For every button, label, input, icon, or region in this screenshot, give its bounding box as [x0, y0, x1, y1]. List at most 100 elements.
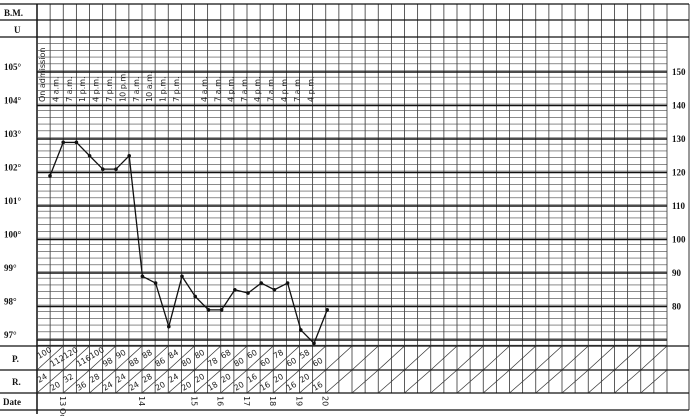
date-label: 13 [58, 396, 67, 406]
resp-value: 20 [298, 372, 311, 385]
pulse-value: 68 [219, 348, 232, 361]
resp-cell-diagonal [299, 369, 326, 394]
resp-cell-diagonal [456, 369, 484, 394]
temperature-point [153, 281, 158, 285]
date-row-label: Date [3, 397, 21, 407]
resp-cell-diagonal [141, 369, 169, 394]
resp-cell-diagonal [378, 369, 405, 394]
time-label: 4 p.m. [92, 76, 101, 102]
pulse-cell-diagonal [430, 345, 458, 371]
pulse-cell-diagonal [246, 345, 274, 371]
resp-row-label: R. [12, 377, 21, 387]
resp-value: 20 [154, 380, 167, 393]
time-label: 7 a.m. [267, 77, 276, 102]
temperature-point [114, 167, 118, 171]
resp-value: 24 [36, 372, 49, 385]
pulse-cell-diagonal [36, 345, 64, 371]
resp-value: 24 [167, 372, 180, 385]
pulse-resp-values: 1001121201161009890888886848080786880606… [36, 345, 325, 392]
resp-value: 16 [246, 372, 259, 385]
pulse-cell-diagonal [456, 345, 484, 371]
pulse-cell-diagonal [483, 345, 510, 371]
right-axis-tick: 100 [672, 235, 686, 245]
pulse-cell-diagonal [141, 345, 169, 371]
resp-value: 20 [219, 372, 232, 385]
pulse-value: 100 [36, 345, 54, 360]
pulse-value: 86 [154, 356, 167, 369]
pulse-value: 60 [246, 348, 259, 361]
pulse-cell-diagonal [325, 345, 353, 371]
pulse-value: 98 [101, 356, 114, 369]
left-axis-tick: 105° [4, 62, 22, 72]
resp-value: 20 [193, 372, 206, 385]
time-label: 7 a.m. [293, 77, 302, 102]
u-row-label: U [14, 25, 21, 35]
left-axis-tick: 100° [4, 230, 22, 240]
date-label: 18 [268, 396, 277, 406]
time-label: 10 p.m. [118, 71, 127, 102]
left-axis-tick: 102° [4, 163, 22, 173]
pulse-value: 100 [88, 345, 106, 360]
time-label: 7 a.m. [65, 77, 74, 102]
resp-cell-diagonal [115, 369, 143, 394]
resp-value: 24 [114, 372, 127, 385]
resp-value: 28 [141, 372, 154, 385]
resp-cell-diagonal [246, 369, 274, 394]
resp-value: 36 [75, 380, 88, 393]
pulse-cell-diagonal [168, 345, 195, 371]
resp-cell-diagonal [430, 369, 458, 394]
time-label: 1 p.m. [159, 76, 168, 102]
resp-value: 28 [88, 372, 101, 385]
resp-value: 32 [62, 372, 75, 385]
pulse-value: 88 [127, 356, 140, 369]
pulse-value: 88 [141, 348, 154, 361]
temperature-point [325, 308, 330, 312]
resp-value: 16 [311, 380, 324, 393]
right-axis-tick: 110 [672, 201, 686, 211]
resp-cell-diagonal [325, 369, 353, 394]
time-label: 4 p.m. [227, 76, 236, 102]
temperature-point [299, 328, 303, 332]
resp-cell-diagonal [89, 369, 116, 394]
resp-value: 18 [206, 380, 219, 393]
resp-value: 20 [180, 380, 193, 393]
time-label: 10 a.m. [145, 71, 154, 102]
pulse-cell-diagonal [299, 345, 326, 371]
pulse-value: 60 [259, 356, 272, 369]
grid [0, 3, 690, 414]
temperature-point [74, 140, 79, 145]
time-label: 1 p.m. [78, 76, 87, 102]
pulse-value: 120 [62, 345, 80, 360]
temperature-point [219, 308, 224, 312]
time-label: 7 p.m. [172, 76, 181, 102]
left-axis-tick: 101° [4, 196, 22, 206]
temperature-point [246, 291, 250, 295]
resp-value: 20 [49, 380, 62, 393]
left-axis-tick: 103° [4, 129, 22, 139]
pulse-cell-diagonal [194, 345, 221, 371]
date-label: 19 [294, 396, 303, 406]
left-axis-tick: 104° [4, 96, 22, 106]
date-label: 14 [137, 396, 146, 406]
temperature-point [127, 153, 131, 158]
pulse-value: 78 [206, 356, 219, 369]
pulse-cell-diagonal [561, 345, 589, 371]
time-label: On admission [38, 48, 47, 102]
pulse-cell-diagonal [220, 345, 248, 371]
pulse-value: 60 [285, 356, 298, 369]
temperature-series [48, 140, 330, 346]
resp-cell-diagonal [483, 369, 510, 394]
axes: 105° 104° 103° 102° 101° 100° 99° 98° 97° 150 140 1… [4, 62, 686, 340]
date-month-label: Oct [58, 408, 67, 416]
resp-cell-diagonal [614, 369, 641, 394]
pulse-cell-diagonal [509, 345, 536, 371]
pulse-cell-diagonal [640, 345, 668, 371]
temperature-point [285, 281, 290, 285]
pulse-cell-diagonal [63, 345, 90, 371]
right-axis-tick: 150 [672, 67, 686, 77]
resp-cell-diagonal [640, 369, 668, 394]
resp-cell-diagonal [168, 369, 195, 394]
date-label: 17 [242, 396, 251, 406]
pulse-value: 80 [180, 356, 193, 369]
